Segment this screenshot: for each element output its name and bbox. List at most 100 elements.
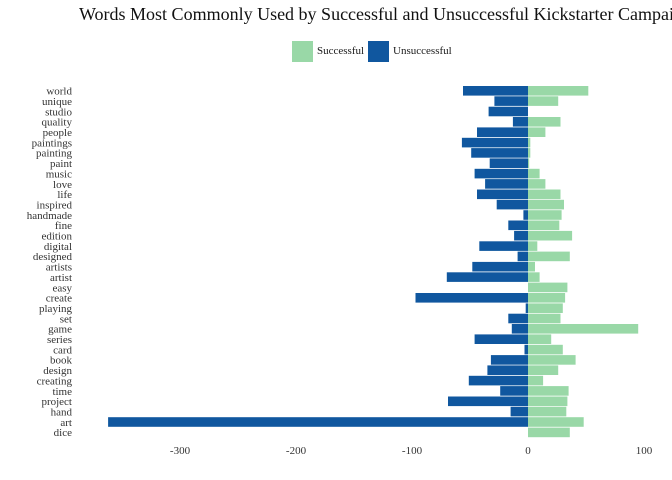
bar-unsuccessful-game bbox=[511, 324, 528, 334]
x-tick-label: 100 bbox=[636, 445, 653, 457]
y-tick-label-digital: digital bbox=[44, 241, 72, 253]
bar-unsuccessful-love bbox=[485, 179, 528, 189]
y-tick-label-card: card bbox=[53, 344, 72, 356]
y-tick-label-love: love bbox=[53, 179, 72, 191]
bar-successful-book bbox=[528, 355, 576, 365]
legend-swatch-unsuccessful bbox=[368, 40, 390, 62]
bar-successful-card bbox=[528, 344, 563, 355]
bar-unsuccessful-hand bbox=[510, 406, 528, 417]
y-tick-label-game: game bbox=[48, 324, 72, 336]
y-tick-label-artists: artists bbox=[46, 262, 72, 274]
bar-unsuccessful-creating bbox=[468, 375, 528, 386]
y-tick-labels: worlduniquestudioqualitypeoplepaintingsp… bbox=[27, 86, 73, 440]
bar-unsuccessful-music bbox=[474, 168, 528, 179]
bar-successful-handmade bbox=[528, 210, 562, 220]
y-tick-label-world: world bbox=[46, 86, 72, 98]
bar-unsuccessful-world bbox=[463, 86, 528, 96]
bar-successful-designed bbox=[528, 251, 570, 262]
bar-unsuccessful-inspired bbox=[496, 199, 528, 210]
bar-successful-easy bbox=[528, 282, 568, 293]
chart-title: Words Most Commonly Used by Successful a… bbox=[79, 4, 672, 24]
bar-successful-artists bbox=[528, 261, 535, 272]
y-tick-label-hand: hand bbox=[51, 406, 73, 418]
bar-unsuccessful-create bbox=[415, 293, 528, 303]
y-tick-label-time: time bbox=[52, 386, 72, 398]
x-tick-label: 0 bbox=[525, 445, 531, 457]
y-tick-label-series: series bbox=[47, 334, 72, 346]
y-tick-label-easy: easy bbox=[52, 282, 72, 294]
y-tick-label-project: project bbox=[41, 396, 72, 408]
y-tick-label-painting: painting bbox=[36, 148, 73, 160]
y-tick-label-set: set bbox=[60, 313, 72, 325]
y-tick-label-edition: edition bbox=[41, 231, 72, 243]
bar-successful-edition bbox=[528, 230, 573, 241]
bar-successful-set bbox=[528, 313, 561, 324]
bar-successful-quality bbox=[528, 117, 561, 127]
bar-successful-time bbox=[528, 386, 569, 396]
bar-successful-inspired bbox=[528, 199, 564, 210]
bar-successful-series bbox=[528, 334, 552, 344]
y-tick-label-dice: dice bbox=[54, 427, 72, 439]
x-tick-label: -200 bbox=[286, 445, 307, 457]
x-tick-label: -300 bbox=[170, 445, 191, 457]
bar-unsuccessful-project bbox=[448, 396, 528, 407]
legend-label-successful: Successful bbox=[317, 45, 365, 57]
bar-unsuccessful-time bbox=[500, 386, 528, 396]
y-tick-label-life: life bbox=[57, 189, 72, 201]
y-tick-label-unique: unique bbox=[42, 96, 72, 108]
y-tick-label-create: create bbox=[46, 293, 72, 305]
bar-unsuccessful-handmade bbox=[523, 210, 528, 220]
bars-group bbox=[108, 86, 639, 438]
y-tick-label-fine: fine bbox=[55, 220, 72, 232]
bar-unsuccessful-painting bbox=[471, 148, 528, 158]
bar-successful-love bbox=[528, 179, 546, 189]
y-tick-label-paint: paint bbox=[50, 158, 72, 170]
y-tick-label-quality: quality bbox=[41, 117, 72, 129]
bar-successful-fine bbox=[528, 220, 560, 231]
bar-successful-create bbox=[528, 293, 566, 303]
bar-successful-unique bbox=[528, 96, 559, 106]
bar-successful-game bbox=[528, 324, 639, 334]
bar-successful-project bbox=[528, 396, 568, 407]
bar-unsuccessful-series bbox=[474, 334, 528, 344]
y-tick-label-design: design bbox=[43, 365, 72, 377]
bar-unsuccessful-studio bbox=[488, 106, 528, 117]
y-tick-label-artist: artist bbox=[50, 272, 72, 284]
bar-successful-playing bbox=[528, 303, 563, 313]
legend-item-successful: Successful bbox=[292, 40, 365, 62]
legend-swatch-successful bbox=[292, 40, 313, 62]
bar-successful-dice bbox=[528, 427, 570, 438]
bar-unsuccessful-set bbox=[508, 313, 528, 324]
bar-unsuccessful-design bbox=[487, 365, 528, 375]
bar-unsuccessful-card bbox=[524, 344, 528, 355]
bar-unsuccessful-art bbox=[108, 417, 528, 427]
bar-successful-art bbox=[528, 417, 584, 427]
bar-unsuccessful-paint bbox=[489, 158, 528, 168]
bar-successful-digital bbox=[528, 241, 538, 251]
y-tick-label-creating: creating bbox=[37, 375, 73, 387]
y-tick-label-playing: playing bbox=[39, 303, 72, 315]
bar-unsuccessful-playing bbox=[525, 303, 528, 313]
y-tick-label-paintings: paintings bbox=[32, 137, 72, 149]
bar-successful-creating bbox=[528, 375, 544, 386]
legend: Successful Unsuccessful bbox=[292, 40, 456, 62]
bar-successful-music bbox=[528, 168, 540, 179]
bar-unsuccessful-artists bbox=[472, 261, 528, 272]
bar-successful-paintings bbox=[528, 137, 531, 148]
legend-label-unsuccessful: Unsuccessful bbox=[393, 45, 452, 57]
bar-successful-painting bbox=[528, 148, 531, 158]
bar-unsuccessful-unique bbox=[494, 96, 528, 106]
bar-successful-hand bbox=[528, 406, 567, 417]
bar-successful-paint bbox=[528, 158, 530, 168]
y-tick-label-art: art bbox=[60, 417, 72, 429]
legend-item-unsuccessful: Unsuccessful bbox=[368, 40, 452, 62]
bar-successful-people bbox=[528, 127, 546, 137]
y-tick-label-inspired: inspired bbox=[37, 200, 73, 212]
y-tick-label-handmade: handmade bbox=[27, 210, 72, 222]
bar-unsuccessful-quality bbox=[512, 117, 528, 127]
y-tick-label-music: music bbox=[46, 168, 72, 180]
y-tick-label-people: people bbox=[43, 127, 72, 139]
bar-successful-artist bbox=[528, 272, 540, 282]
bar-unsuccessful-people bbox=[477, 127, 528, 137]
